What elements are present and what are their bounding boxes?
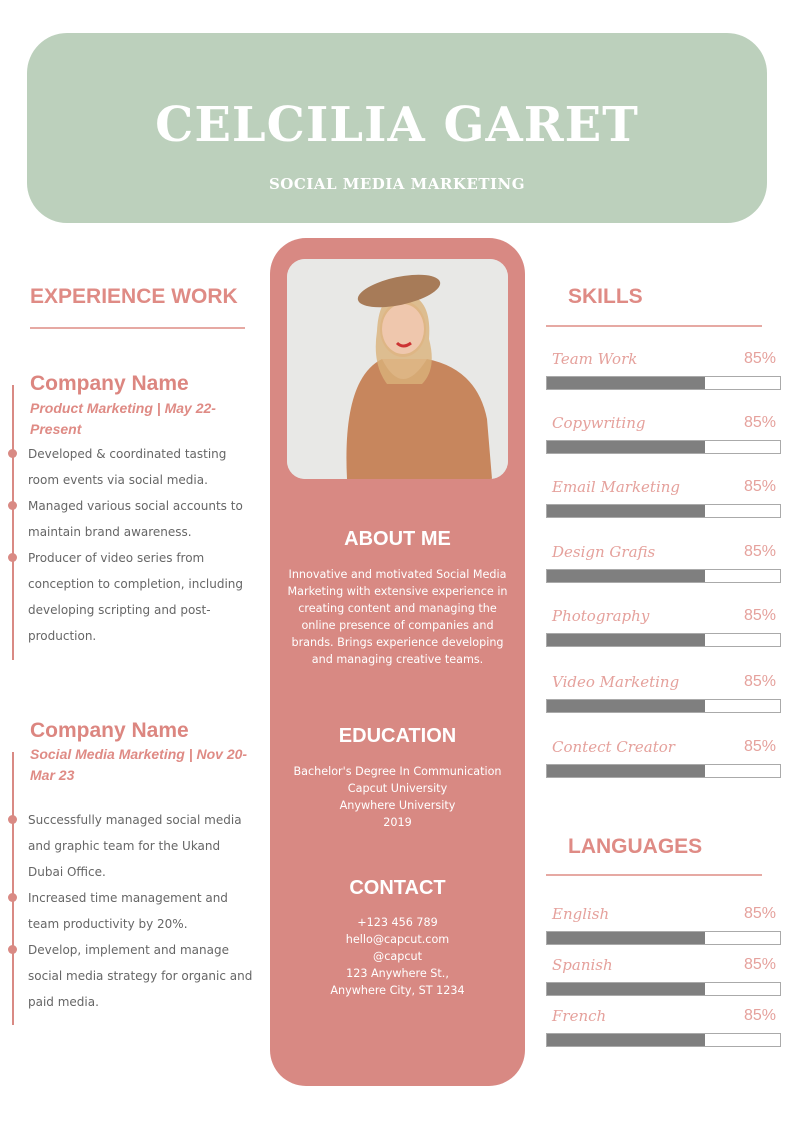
list-item: Successfully managed social media and gr… [8,807,258,885]
bullet-dot-icon [8,501,17,510]
skills-name: Video Marketing [552,673,680,691]
skills-name: Copywriting [552,414,646,432]
progress-fill [547,570,706,582]
progress-bar [546,376,781,390]
progress-bar [546,633,781,647]
bullet-text: Producer of video series from conception… [28,551,244,643]
languages-percent: 85% [743,956,776,973]
progress-bar [546,931,781,945]
progress-fill [547,505,706,517]
list-item: Develop, implement and manage social med… [8,937,258,1015]
divider [546,874,762,876]
address-line-1: 123 Anywhere St., [346,967,449,980]
list-item: Managed various social accounts to maint… [8,493,258,545]
name: CELCILIA GARET [155,97,639,153]
bullet-text: Developed & coordinated tasting room eve… [28,447,227,487]
progress-bar [546,440,781,454]
header-banner: CELCILIA GARET SOCIAL MEDIA MARKETING [27,33,767,223]
bullet-text: Increased time management and team produ… [28,891,228,931]
university-2: Anywhere University [339,799,456,812]
languages-name: Spanish [552,956,613,974]
skills-name: Email Marketing [552,478,681,496]
address-line-2: Anywhere City, ST 1234 [330,984,465,997]
company-name: Company Name [30,719,189,742]
languages-name: English [552,905,610,923]
phone: +123 456 789 [357,916,438,929]
skills-title: SKILLS [568,285,643,308]
skills-percent: 85% [743,607,776,624]
about-text: Innovative and motivated Social Media Ma… [287,568,508,666]
skills-percent: 85% [743,673,776,690]
contact-title: CONTACT [349,877,446,899]
bullet-dot-icon [8,815,17,824]
divider [30,327,245,329]
handle: @capcut [373,950,422,963]
year: 2019 [383,816,412,829]
bullet-list: Successfully managed social media and gr… [8,807,258,1015]
bullet-text: Develop, implement and manage social med… [28,943,253,1009]
languages-name: French [552,1007,607,1025]
job-role: Product Marketing | May 22-Present [30,400,216,437]
education-lines: Bachelor's Degree In Communication Capcu… [284,763,511,831]
list-item: Producer of video series from conception… [8,545,258,649]
email-link[interactable]: hello@capcut.com [345,933,450,946]
skills-percent: 85% [743,414,776,431]
job-title: SOCIAL MEDIA MARKETING [268,175,526,193]
progress-bar [546,982,781,996]
bullet-dot-icon [8,893,17,902]
skills-name: Contect Creator [552,738,675,756]
center-panel: ABOUT ME Innovative and motivated Social… [270,238,525,1086]
bullet-text: Successfully managed social media and gr… [28,813,242,879]
progress-fill [547,765,706,777]
experience-title: EXPERIENCE WORK [30,285,238,308]
bullet-dot-icon [8,945,17,954]
progress-fill [547,932,706,944]
timeline-line [12,385,14,660]
university: Capcut University [347,782,448,795]
progress-bar [546,504,781,518]
skills-percent: 85% [743,350,776,367]
education-title: EDUCATION [338,725,457,747]
list-item: Increased time management and team produ… [8,885,258,937]
job-role: Social Media Marketing | Nov 20-Mar 23 [30,746,248,783]
bullet-list: Developed & coordinated tasting room eve… [8,441,258,649]
bullet-dot-icon [8,553,17,562]
languages-percent: 85% [743,1007,776,1024]
skills-name: Team Work [552,350,638,368]
bullet-text: Managed various social accounts to maint… [28,499,243,539]
languages-percent: 85% [743,905,776,922]
timeline-line [12,752,14,1025]
list-item: Developed & coordinated tasting room eve… [8,441,258,493]
skills-percent: 85% [743,478,776,495]
skills-name: Design Grafis [552,543,656,561]
progress-fill [547,1034,706,1046]
progress-fill [547,634,706,646]
bullet-dot-icon [8,449,17,458]
languages-title: LANGUAGES [568,835,703,858]
progress-bar [546,569,781,583]
degree: Bachelor's Degree In Communication [293,765,502,778]
divider [546,325,762,327]
progress-fill [547,983,706,995]
company-name: Company Name [30,372,189,395]
progress-bar [546,699,781,713]
skills-name: Photography [552,607,650,625]
profile-photo [287,259,508,479]
progress-fill [547,441,706,453]
skills-percent: 85% [743,738,776,755]
contact-lines: +123 456 789 hello@capcut.com @capcut 12… [284,914,511,999]
progress-fill [547,377,706,389]
progress-bar [546,1033,781,1047]
skills-percent: 85% [743,543,776,560]
about-title: ABOUT ME [344,528,451,550]
progress-fill [547,700,706,712]
progress-bar [546,764,781,778]
